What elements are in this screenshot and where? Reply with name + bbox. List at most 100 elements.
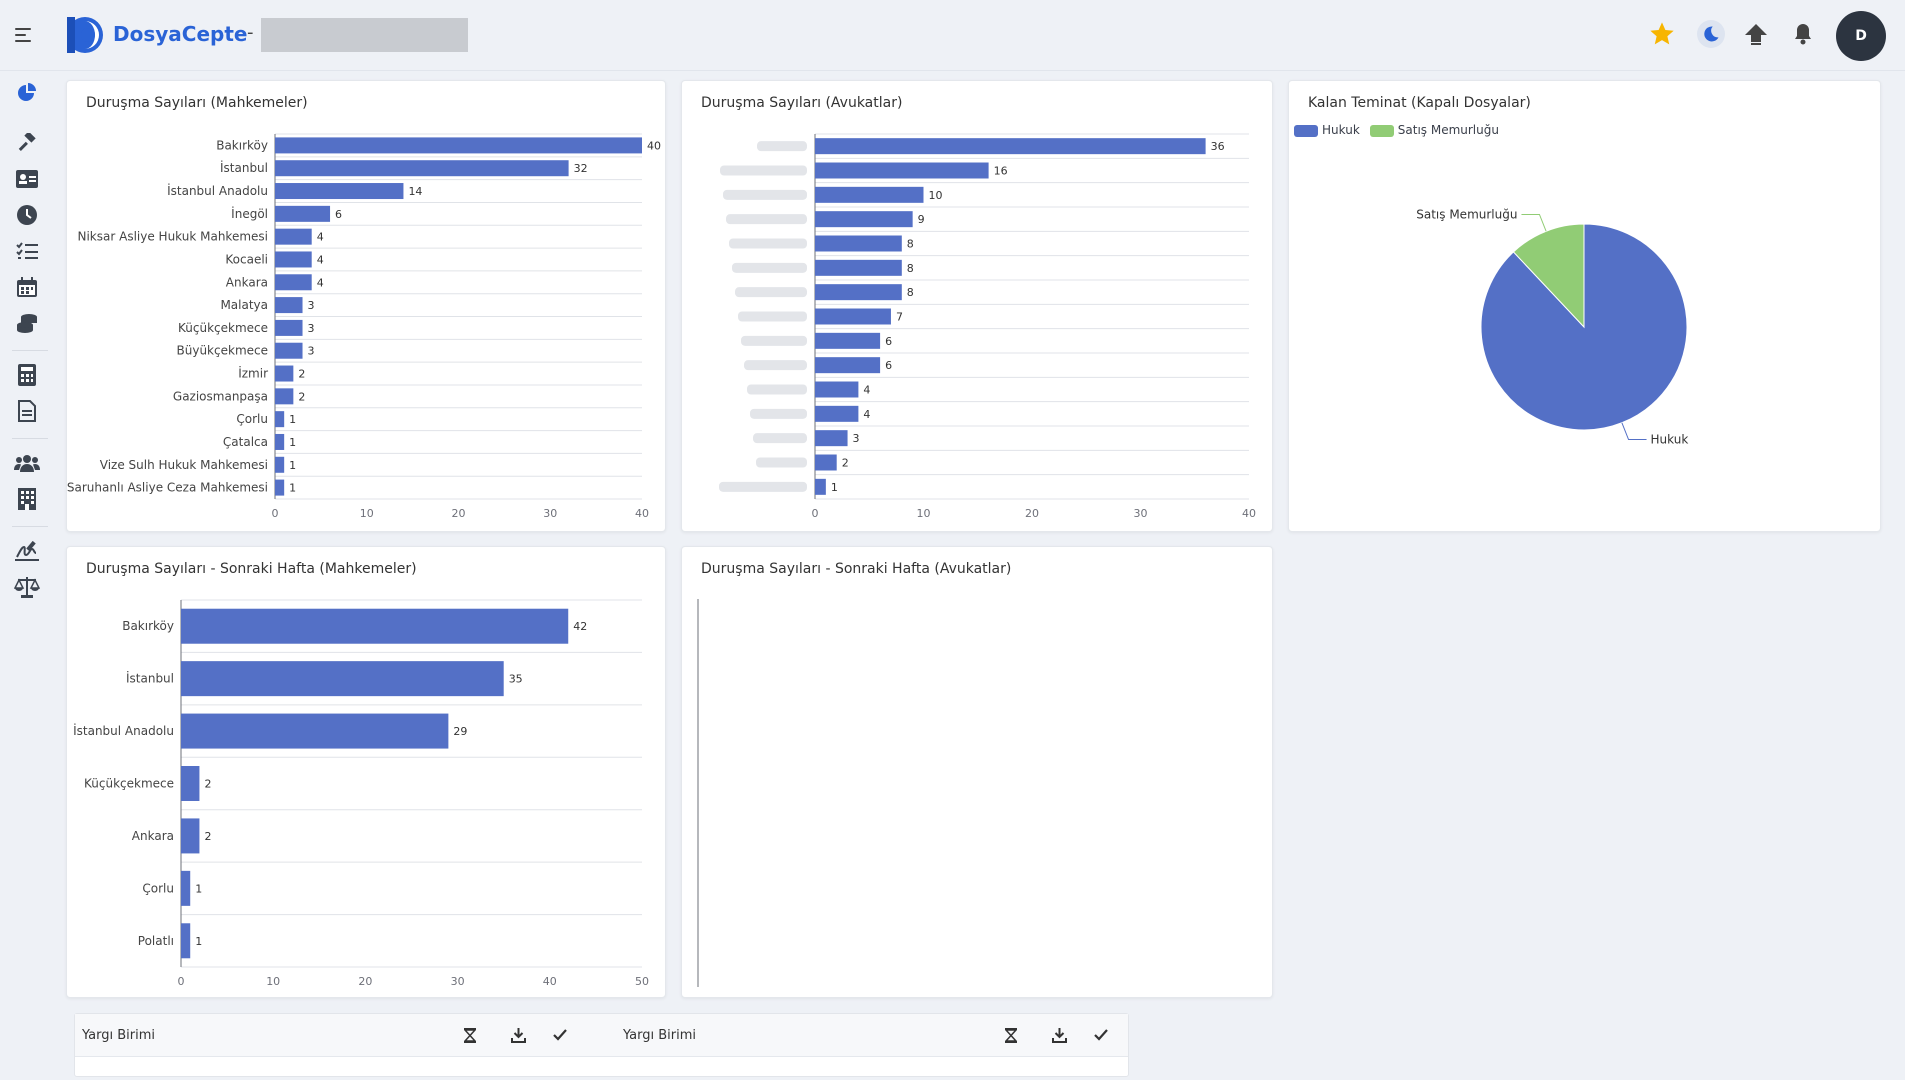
category-label: Malatya [220, 298, 268, 312]
category-label: Vize Sulh Hukuk Mahkemesi [100, 458, 268, 472]
x-tick-label: 30 [451, 975, 465, 988]
category-label: İstanbul Anadolu [167, 183, 268, 198]
chart-legend: Hukuk Satış Memurluğu [1294, 123, 1499, 137]
moon-icon[interactable] [1697, 20, 1725, 48]
brand-name[interactable]: DosyaCepte [113, 22, 248, 46]
download-icon[interactable] [510, 1027, 526, 1043]
redacted-label [719, 481, 807, 492]
data-label: 4 [317, 253, 324, 266]
check-icon[interactable] [1093, 1027, 1109, 1043]
card-title: Duruşma Sayıları (Avukatlar) [701, 95, 903, 111]
category-label: Polatlı [138, 934, 174, 948]
bar [181, 818, 200, 854]
sidebar [0, 70, 56, 1080]
x-tick-label: 10 [360, 507, 374, 520]
x-tick-label: 0 [178, 975, 185, 988]
data-label: 9 [918, 213, 925, 226]
data-label: 2 [298, 368, 305, 381]
bar [275, 388, 294, 405]
chart-pie-icon[interactable] [14, 80, 40, 106]
legend-item[interactable]: Satış Memurluğu [1369, 123, 1499, 137]
bar [815, 284, 902, 301]
redacted-label [732, 262, 807, 273]
data-label: 35 [509, 673, 523, 686]
users-icon[interactable] [14, 450, 40, 476]
category-label: Küçükçekmece [84, 777, 174, 791]
building-icon[interactable] [14, 486, 40, 512]
category-label: Büyükçekmece [177, 344, 268, 358]
category-label: İstanbul [126, 671, 174, 686]
bar [275, 228, 312, 245]
bar [815, 332, 881, 349]
scales-icon[interactable] [14, 574, 40, 600]
pie-label: Hukuk [1651, 433, 1689, 447]
redacted-label [720, 165, 807, 176]
x-tick-label: 40 [635, 507, 649, 520]
bar [815, 454, 837, 471]
clock-icon[interactable] [14, 202, 40, 228]
bar [275, 456, 285, 473]
menu-icon[interactable] [15, 28, 31, 42]
data-label: 1 [289, 413, 296, 426]
hourglass-icon[interactable] [462, 1027, 478, 1043]
upload-icon[interactable] [1742, 20, 1770, 48]
data-label: 1 [289, 482, 296, 495]
column-header[interactable]: Yargı Birimi [623, 1028, 696, 1043]
coins-icon[interactable] [14, 310, 40, 336]
bar [275, 365, 294, 382]
column-header[interactable]: Yargı Birimi [82, 1028, 155, 1043]
id-card-icon[interactable] [14, 166, 40, 192]
x-tick-label: 0 [812, 507, 819, 520]
avatar[interactable]: D [1836, 11, 1886, 61]
calculator-icon[interactable] [14, 362, 40, 388]
data-label: 42 [573, 620, 587, 633]
gavel-icon[interactable] [14, 130, 40, 156]
pie-label: Satış Memurluğu [1416, 207, 1517, 221]
bar [815, 138, 1206, 155]
x-tick-label: 10 [917, 507, 931, 520]
bell-icon[interactable] [1789, 20, 1817, 48]
bar [275, 205, 331, 222]
category-label: Ankara [226, 275, 268, 289]
check-icon[interactable] [552, 1027, 568, 1043]
bar [181, 870, 191, 906]
bar [275, 251, 312, 268]
category-label: Gaziosmanpaşa [173, 389, 268, 403]
data-label: 3 [308, 299, 315, 312]
redacted-label [738, 311, 807, 322]
data-label: 1 [289, 459, 296, 472]
data-label: 6 [885, 359, 892, 372]
bar [275, 160, 569, 177]
bar [275, 433, 285, 450]
card-title: Duruşma Sayıları - Sonraki Hafta (Mahkem… [86, 561, 417, 577]
category-label: Çorlu [236, 412, 268, 426]
star-icon[interactable] [1648, 20, 1676, 48]
jurisdiction-table: Yargı Birimi Yargı Birimi [74, 1013, 1129, 1077]
data-label: 1 [831, 481, 838, 494]
pie-label-line [1521, 213, 1547, 232]
signature-icon[interactable] [14, 538, 40, 564]
data-label: 8 [907, 238, 914, 251]
card-title: Kalan Teminat (Kapalı Dosyalar) [1308, 95, 1531, 111]
hourglass-icon[interactable] [1003, 1027, 1019, 1043]
pie-slice [1512, 223, 1585, 329]
document-icon[interactable] [14, 398, 40, 424]
bar [181, 713, 449, 749]
x-tick-label: 30 [1134, 507, 1148, 520]
card-title: Duruşma Sayıları (Mahkemeler) [86, 95, 308, 111]
bar [275, 411, 285, 428]
data-label: 1 [195, 935, 202, 948]
legend-item[interactable]: Hukuk [1294, 123, 1360, 137]
category-label: Niksar Asliye Hukuk Mahkemesi [78, 230, 269, 244]
task-list-icon[interactable] [14, 238, 40, 264]
category-label: Saruhanlı Asliye Ceza Mahkemesi [67, 481, 268, 495]
data-label: 3 [308, 345, 315, 358]
download-icon[interactable] [1051, 1027, 1067, 1043]
redacted-label [729, 238, 807, 249]
category-label: Küçükçekmece [178, 321, 268, 335]
brand-logo[interactable] [66, 16, 104, 54]
redacted-office-name [261, 18, 468, 52]
data-label: 4 [317, 276, 324, 289]
calendar-icon[interactable] [14, 274, 40, 300]
card-title: Duruşma Sayıları - Sonraki Hafta (Avukat… [701, 561, 1012, 577]
